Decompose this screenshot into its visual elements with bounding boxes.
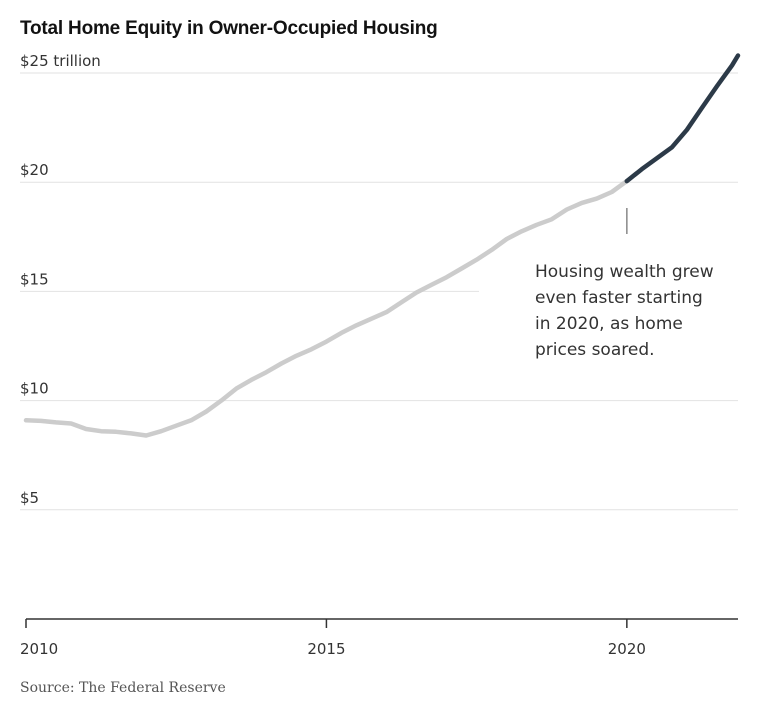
annotation-text-line: even faster starting [535,288,703,308]
series-line-0 [23,178,630,438]
y-axis-tick-labels: $25 trillion $20 $15 $10 $5 [20,52,101,507]
y-tick-label: $10 [20,380,49,398]
x-axis: 2010 2015 2020 [20,619,646,658]
x-tick-label: 2015 [307,640,345,658]
y-tick-label: $20 [20,161,49,179]
series-line-1 [624,53,741,184]
chart-title: Total Home Equity in Owner-Occupied Hous… [20,18,438,39]
annotation-text-line: in 2020, as home [535,314,683,334]
y-tick-label: $15 [20,270,49,288]
gridlines [20,72,738,511]
annotation-text-line: prices soared. [535,340,655,360]
series-lines [23,53,741,438]
annotation-background [479,250,739,365]
x-tick-label: 2010 [20,640,58,658]
annotation-text-line: Housing wealth grew [535,262,714,282]
annotation: Housing wealth grew even faster starting i… [535,262,714,360]
y-tick-label: $5 [20,489,39,507]
y-tick-label: $25 trillion [20,52,101,70]
x-tick-label: 2020 [608,640,646,658]
source-note: Source: The Federal Reserve [20,680,226,696]
